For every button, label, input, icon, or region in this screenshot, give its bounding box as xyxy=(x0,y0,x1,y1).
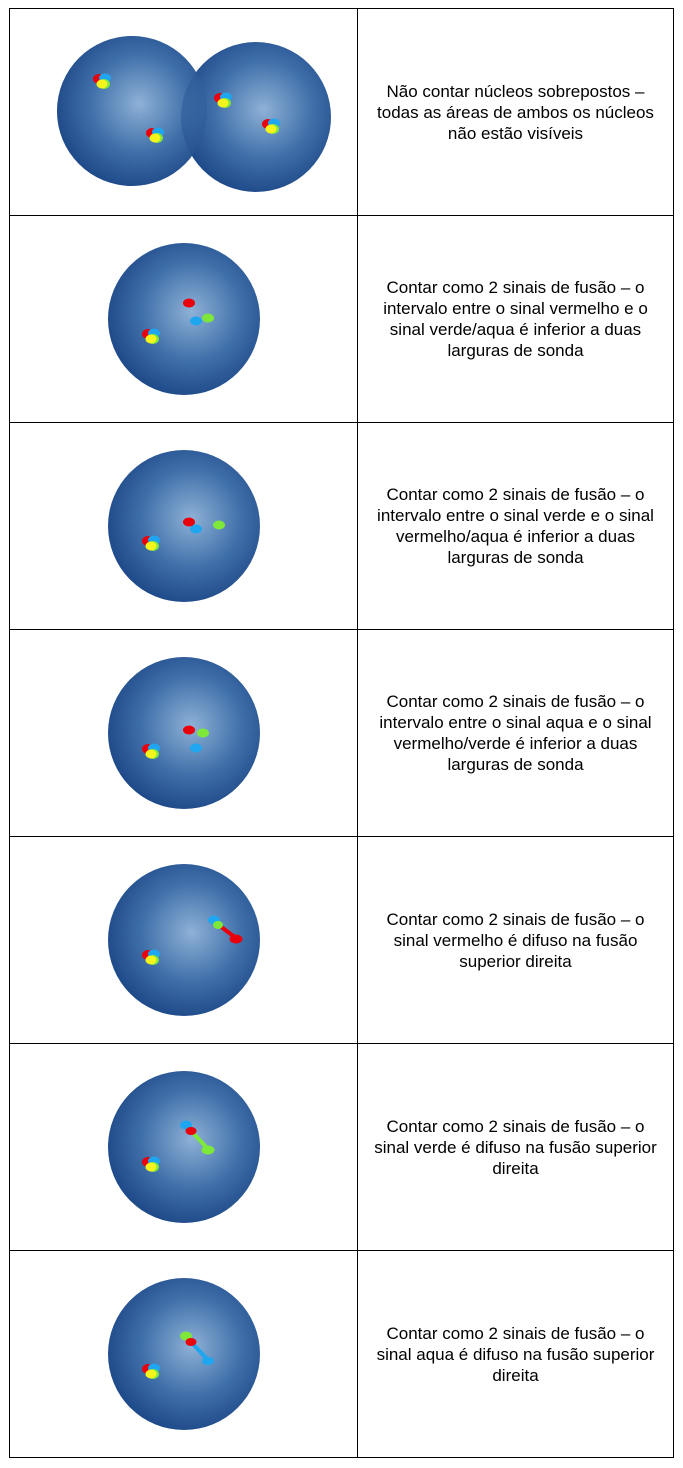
nucleus-image xyxy=(108,1071,260,1223)
nucleus-image xyxy=(108,657,260,809)
image-cell xyxy=(9,215,358,423)
row: Contar como 2 sinais de fusão – o interv… xyxy=(9,215,674,423)
table: Não contar núcleos sobrepostos – todas a… xyxy=(9,8,674,1458)
description: Contar como 2 sinais de fusão – o interv… xyxy=(357,629,674,837)
row: Contar como 2 sinais de fusão – o sinal … xyxy=(9,836,674,1044)
nucleus-image xyxy=(108,450,260,602)
row: Contar como 2 sinais de fusão – o interv… xyxy=(9,422,674,630)
row: Contar como 2 sinais de fusão – o interv… xyxy=(9,629,674,837)
description: Não contar núcleos sobrepostos – todas a… xyxy=(357,8,674,216)
row: Contar como 2 sinais de fusão – o sinal … xyxy=(9,1043,674,1251)
description: Contar como 2 sinais de fusão – o sinal … xyxy=(357,1043,674,1251)
description: Contar como 2 sinais de fusão – o interv… xyxy=(357,422,674,630)
nucleus-image xyxy=(108,864,260,1016)
image-cell xyxy=(9,629,358,837)
image-cell xyxy=(9,422,358,630)
nucleus-image xyxy=(108,243,260,395)
description: Contar como 2 sinais de fusão – o interv… xyxy=(357,215,674,423)
image-cell xyxy=(9,836,358,1044)
nucleus-image xyxy=(108,1278,260,1430)
row: Não contar núcleos sobrepostos – todas a… xyxy=(9,8,674,216)
nucleus-image xyxy=(57,36,331,192)
row: Contar como 2 sinais de fusão – o sinal … xyxy=(9,1250,674,1458)
image-cell xyxy=(9,1043,358,1251)
description: Contar como 2 sinais de fusão – o sinal … xyxy=(357,836,674,1044)
description: Contar como 2 sinais de fusão – o sinal … xyxy=(357,1250,674,1458)
image-cell xyxy=(9,8,358,216)
image-cell xyxy=(9,1250,358,1458)
